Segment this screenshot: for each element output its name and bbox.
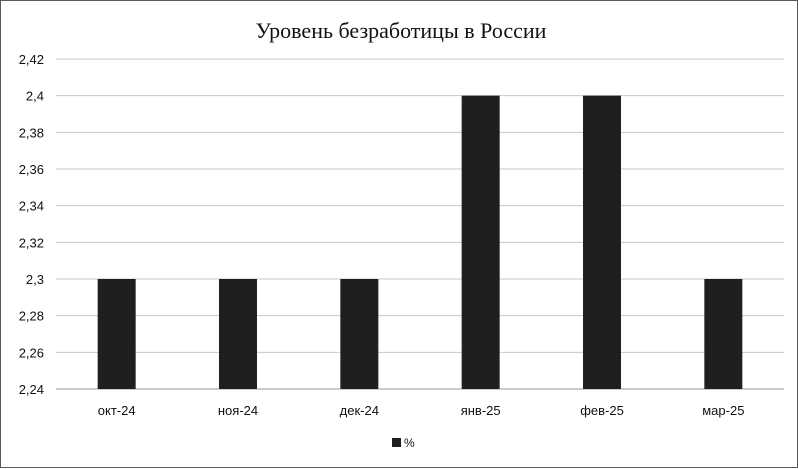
- y-tick-label: 2,34: [19, 199, 44, 214]
- gridlines: [56, 58, 784, 390]
- y-tick-label: 2,42: [19, 52, 44, 67]
- x-tick-label: янв-25: [461, 403, 501, 418]
- x-tick-label: мар-25: [702, 403, 744, 418]
- bar-дек-24: [340, 279, 379, 389]
- y-tick-label: 2,3: [26, 272, 44, 287]
- legend-label: %: [404, 436, 415, 450]
- y-tick-label: 2,36: [19, 162, 44, 177]
- x-axis-ticks: окт-24 ноя-24 дек-24 янв-25 фев-25 мар-25: [98, 403, 745, 418]
- chart-title: Уровень безработицы в России: [256, 18, 547, 43]
- bar-ноя-24: [219, 279, 257, 389]
- legend-swatch: [392, 438, 401, 447]
- x-tick-label: ноя-24: [218, 403, 258, 418]
- legend: %: [392, 436, 415, 450]
- bar-фев-25: [583, 95, 621, 390]
- y-tick-label: 2,26: [19, 345, 44, 360]
- x-tick-label: окт-24: [98, 403, 136, 418]
- x-tick-label: фев-25: [580, 403, 624, 418]
- bar-окт-24: [97, 279, 136, 389]
- y-tick-label: 2,38: [19, 125, 44, 140]
- y-axis-ticks: 2,24 2,26 2,28 2,3 2,32 2,34 2,36 2,38 2,4 2,42: [19, 52, 44, 397]
- y-tick-label: 2,32: [19, 235, 44, 250]
- y-tick-label: 2,4: [26, 89, 44, 104]
- y-tick-label: 2,28: [19, 309, 44, 324]
- bar-мар-25: [704, 279, 743, 389]
- y-tick-label: 2,24: [19, 382, 44, 397]
- bar-янв-25: [461, 95, 500, 390]
- bars: [97, 95, 743, 390]
- x-tick-label: дек-24: [340, 403, 379, 418]
